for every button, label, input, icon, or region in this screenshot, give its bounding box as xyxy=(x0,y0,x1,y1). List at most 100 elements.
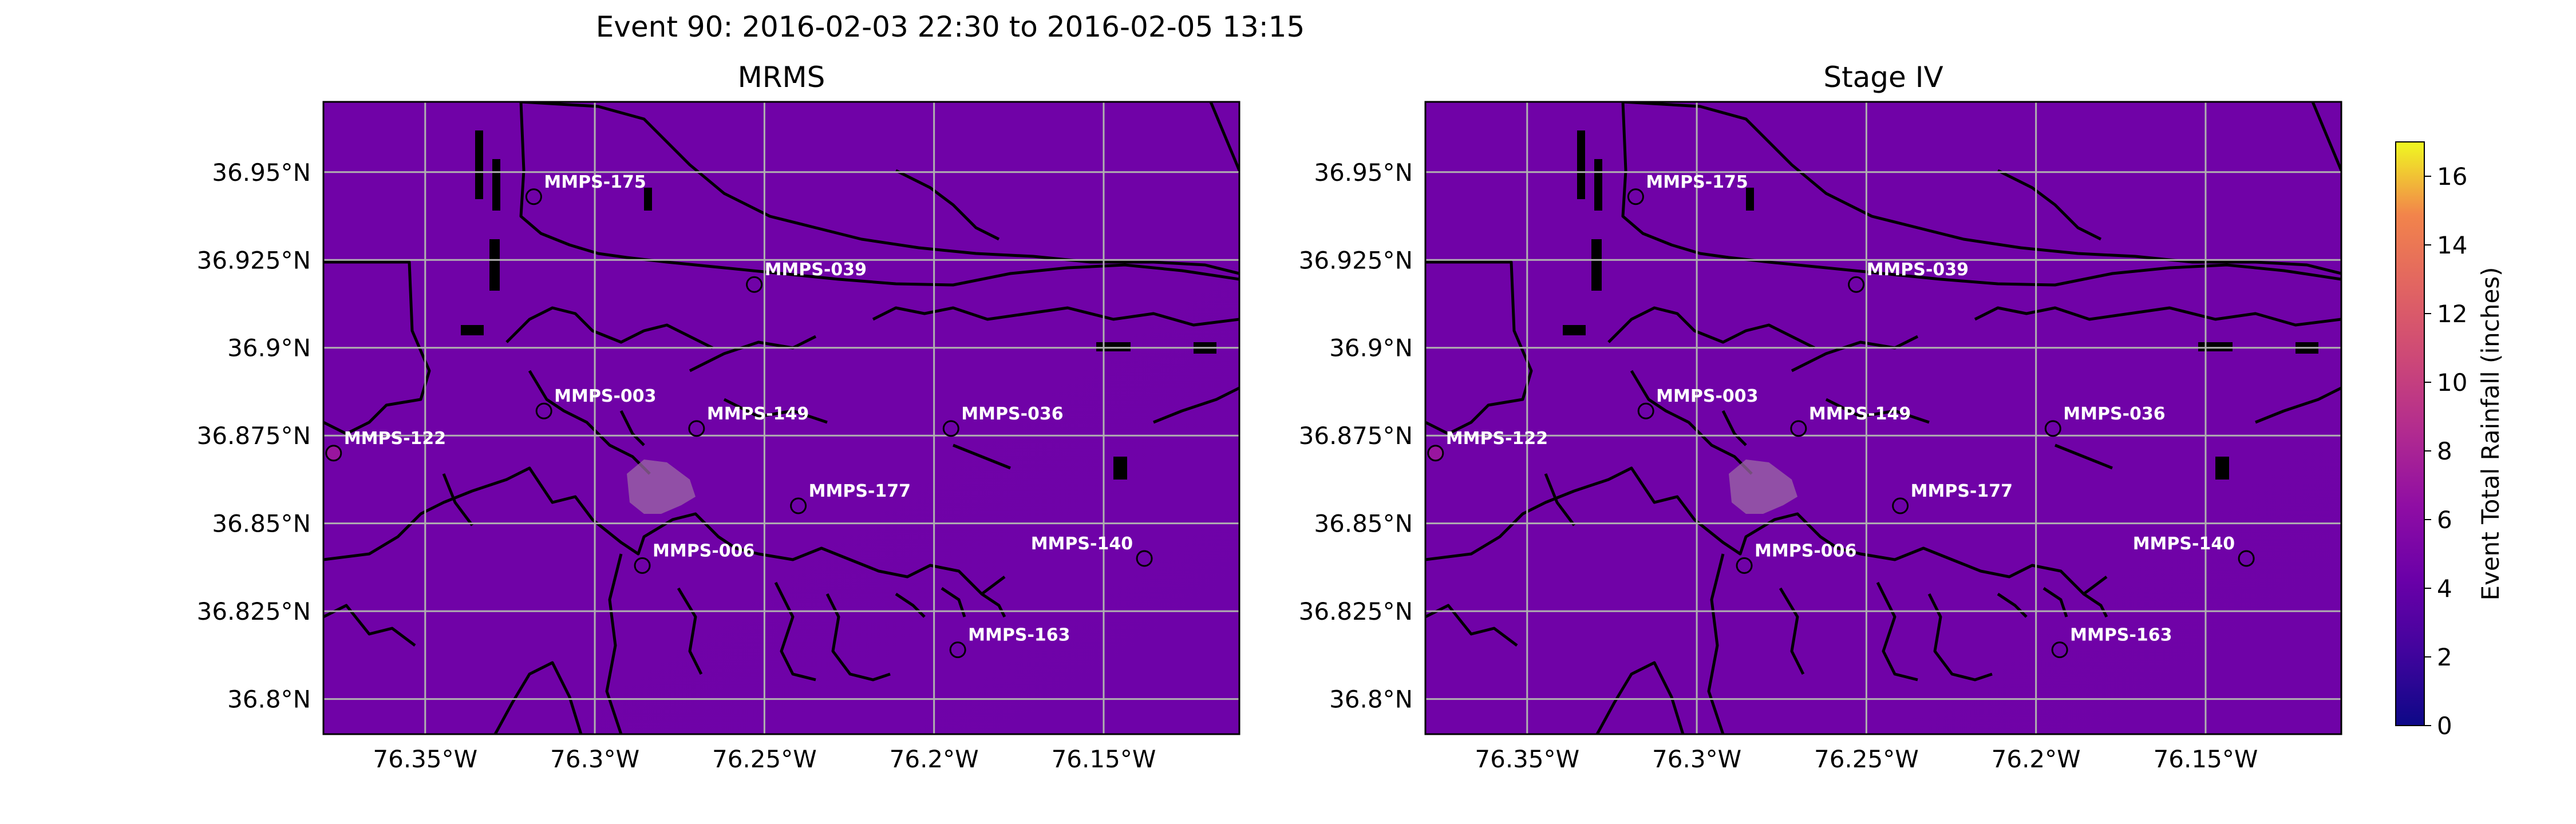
mrms-panel: MRMS MMPS-175 MMPS-039 MMPS-003 MMPS-149 MMPS… xyxy=(197,61,1240,773)
y-tick-label: 36.95°N xyxy=(1314,159,1413,187)
coastline xyxy=(528,370,651,475)
gauge-marker xyxy=(1848,276,1865,293)
stage-iv-panel: Stage IV MMPS-175 MMPS-039 MMPS-003 MMPS-149… xyxy=(1299,61,2342,773)
shoreline-block xyxy=(489,239,500,291)
y-tick-label: 36.925°N xyxy=(197,246,311,274)
y-tick-label: 36.825°N xyxy=(197,597,311,625)
y-tick-label: 36.9°N xyxy=(1329,334,1413,362)
y-tick-label: 36.85°N xyxy=(1314,510,1413,538)
y-tick-label: 36.925°N xyxy=(1299,246,1413,274)
coastline xyxy=(1721,410,1747,446)
coastline xyxy=(825,593,891,682)
map-layers xyxy=(1425,102,2341,734)
colorbar-tick-label: 16 xyxy=(2437,163,2467,191)
coastline xyxy=(1997,592,2028,618)
gauge-label: MMPS-140 xyxy=(2133,534,2235,554)
coastline xyxy=(872,306,1239,327)
coastline xyxy=(1927,593,1993,682)
x-tick-label: 76.25°W xyxy=(1814,745,1919,773)
coastline xyxy=(895,169,1000,241)
shoreline-block xyxy=(1577,130,1585,199)
colorbar-gradient xyxy=(2395,141,2425,726)
coastline xyxy=(1779,587,1805,675)
map-layers xyxy=(323,102,1239,734)
panel-title: Stage IV xyxy=(1823,61,1943,94)
coastline xyxy=(689,335,817,373)
gauge-label: MMPS-006 xyxy=(1755,541,1856,561)
coastline xyxy=(519,102,1239,287)
shoreline-block xyxy=(492,159,500,211)
coastline xyxy=(493,661,583,734)
gauge-marker xyxy=(1136,550,1153,567)
gauge-marker xyxy=(1790,420,1807,437)
coastline xyxy=(1425,604,1518,647)
gauge-label: MMPS-039 xyxy=(765,260,867,280)
gauge-marker xyxy=(790,497,807,514)
coastline xyxy=(2311,102,2341,171)
x-tick-label: 76.2°W xyxy=(1992,745,2081,773)
coastline xyxy=(1876,581,1918,682)
y-tick-label: 36.875°N xyxy=(1299,422,1413,450)
plot-frame xyxy=(1424,101,2342,735)
y-tick-label: 36.8°N xyxy=(1329,686,1413,714)
coastline xyxy=(323,260,431,435)
gauge-marker xyxy=(942,420,959,437)
gauge-marker xyxy=(746,276,763,293)
gauge-label: MMPS-175 xyxy=(1646,172,1748,192)
gauge-label: MMPS-163 xyxy=(2070,625,2172,645)
coastline xyxy=(1425,466,2108,596)
y-tick-label: 36.95°N xyxy=(212,159,311,187)
gauge-marker xyxy=(325,445,342,462)
colorbar-tick-label: 14 xyxy=(2437,231,2467,259)
shoreline-block xyxy=(461,325,484,335)
panel-title: MRMS xyxy=(738,61,825,94)
coastline xyxy=(1595,661,1685,734)
gauge-marker xyxy=(1736,557,1753,574)
gauge-marker xyxy=(1892,497,1909,514)
gauge-marker xyxy=(2238,550,2255,567)
coastline xyxy=(605,553,623,734)
gauge-label: MMPS-122 xyxy=(344,429,446,449)
gauge-label: MMPS-122 xyxy=(1446,429,1548,449)
coastline xyxy=(953,443,1011,470)
shoreline-block xyxy=(1594,159,1602,211)
gauge-label: MMPS-006 xyxy=(653,541,754,561)
gauge-marker xyxy=(1427,445,1444,462)
gauge-marker xyxy=(535,402,552,419)
colorbar-tick-label: 8 xyxy=(2437,437,2452,465)
coastline xyxy=(1153,386,1239,424)
gauge-label: MMPS-039 xyxy=(1867,260,1969,280)
coastline xyxy=(981,592,1006,618)
rainfall-field xyxy=(323,102,1239,734)
x-tick-label: 76.35°W xyxy=(373,745,477,773)
gauge-label: MMPS-003 xyxy=(554,386,656,406)
gauge-label: MMPS-175 xyxy=(544,172,646,192)
y-tick-label: 36.8°N xyxy=(227,686,311,714)
x-tick-label: 76.15°W xyxy=(1052,745,1156,773)
x-tick-label: 76.25°W xyxy=(712,745,817,773)
gauge-label: MMPS-003 xyxy=(1656,386,1758,406)
x-tick-label: 76.3°W xyxy=(550,745,639,773)
coastline xyxy=(1209,102,1239,171)
coastline xyxy=(723,398,828,424)
coastline xyxy=(323,466,1006,596)
gauge-label: MMPS-149 xyxy=(1809,404,1911,424)
shoreline-block xyxy=(1746,188,1754,211)
gauge-marker xyxy=(525,188,542,205)
gauge-marker xyxy=(1637,402,1654,419)
gauge-marker xyxy=(2051,641,2068,659)
coastline xyxy=(1825,398,1930,424)
shoreline-block xyxy=(1563,325,1586,335)
colorbar-tick-label: 6 xyxy=(2437,506,2452,534)
coastline xyxy=(1622,102,2341,275)
shoreline-block xyxy=(2198,342,2233,351)
y-tick-label: 36.85°N xyxy=(212,510,311,538)
gauge-label: MMPS-149 xyxy=(707,404,809,424)
coastline xyxy=(677,587,703,675)
x-tick-label: 76.3°W xyxy=(1652,745,1741,773)
coastline xyxy=(2255,386,2341,424)
gauge-label: MMPS-177 xyxy=(809,481,911,501)
gauge-marker xyxy=(2044,420,2061,437)
y-tick-label: 36.825°N xyxy=(1299,597,1413,625)
coastline xyxy=(774,581,816,682)
